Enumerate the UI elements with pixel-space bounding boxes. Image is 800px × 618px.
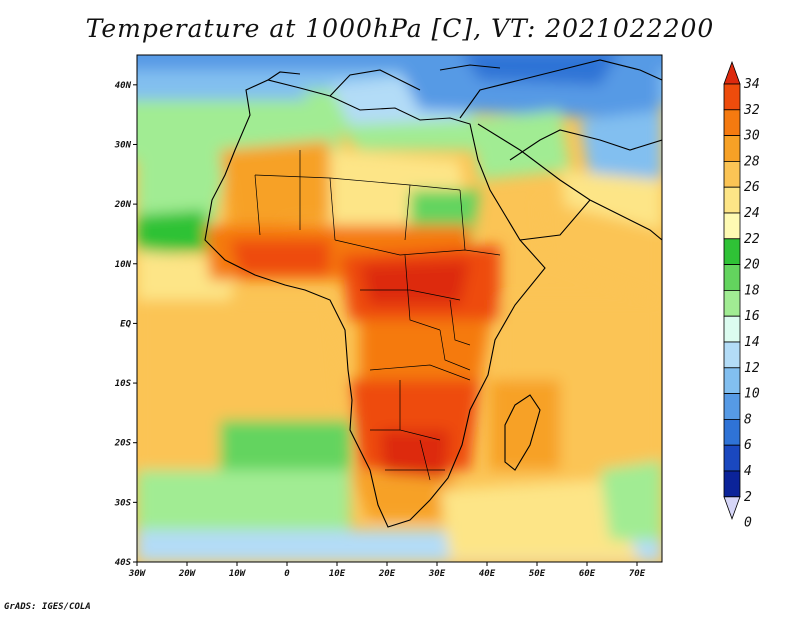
colorbar-swatch: [723, 367, 741, 394]
y-tick-label: 40N: [115, 81, 132, 91]
colorbar-label: 10: [744, 387, 760, 402]
y-tick-label: 10N: [115, 260, 132, 270]
y-tick-label: 30N: [114, 140, 132, 150]
y-tick-label: 20N: [114, 200, 132, 210]
x-tick-label: 60E: [579, 569, 596, 579]
colorbar-label: 0: [744, 516, 752, 531]
colorbar-swatch: [723, 212, 741, 240]
colorbar-label: 26: [744, 180, 760, 195]
colorbar-swatch: [723, 238, 741, 266]
x-tick-label: 10E: [329, 569, 346, 579]
colorbar-label: 22: [744, 232, 760, 247]
colorbar-label: 12: [744, 361, 760, 376]
x-tick-label: 50E: [529, 569, 546, 579]
colorbar-swatch: [723, 341, 741, 369]
colorbar-label: 30: [743, 129, 760, 144]
colorbar-swatch: [723, 315, 741, 343]
y-axis-ticks: 40N 30N 20N 10N EQ 10S 20S 30S 40S: [114, 81, 137, 568]
borders: [254, 150, 501, 481]
colorbar-swatch: [723, 83, 741, 111]
colorbar-label: 8: [744, 412, 752, 427]
colorbar-label: 2: [744, 490, 752, 505]
colorbar-swatch: [723, 470, 741, 498]
colorbar-swatch: [723, 418, 741, 446]
colorbar-swatch: [723, 444, 741, 472]
colorbar-swatch: [723, 135, 741, 162]
x-tick-label: 30E: [428, 569, 446, 579]
x-tick-label: 40E: [479, 569, 496, 579]
colorbar-swatch: [723, 264, 741, 291]
x-axis-ticks: 30W 20W 10W 0 10E 20E 30E 40E 50E 60E 70E: [128, 562, 646, 579]
colorbar-label: 28: [744, 154, 760, 169]
colorbar-label: 32: [743, 103, 760, 118]
colorbar-label: 6: [744, 438, 752, 453]
colorbar-swatch: [723, 186, 741, 214]
y-tick-label: 20S: [114, 439, 132, 449]
map-title: Temperature at 1000hPa [C], VT: 20210222…: [85, 14, 715, 43]
x-tick-label: 0: [284, 569, 290, 579]
x-tick-label: 30W: [128, 569, 147, 579]
y-tick-label: 40S: [115, 558, 132, 568]
x-tick-label: 70E: [629, 569, 646, 579]
y-tick-label: 30S: [114, 498, 132, 508]
colorbar-label: 18: [744, 283, 760, 298]
grads-credit: GrADS: IGES/COLA: [4, 602, 91, 612]
y-tick-label: EQ: [120, 319, 131, 329]
colorbar-top-arrow: [723, 60, 741, 85]
colorbar-label: 24: [744, 206, 760, 221]
map-frame: [136, 54, 663, 563]
colorbar-label: 16: [744, 309, 760, 324]
x-tick-label: 10W: [229, 569, 247, 579]
coastlines: [204, 59, 662, 528]
colorbar-swatch: [723, 289, 741, 317]
colorbar-label: 34: [743, 77, 760, 92]
colorbar-bottom-arrow: [723, 496, 741, 520]
colorbar-label: 20: [744, 258, 760, 273]
y-tick-label: 10S: [115, 379, 132, 389]
colorbar-swatch: [723, 393, 741, 420]
colorbar-label: 4: [744, 464, 752, 479]
colorbar-label: 14: [744, 335, 760, 350]
x-tick-label: 20W: [178, 569, 197, 579]
colorbar-swatch: [723, 160, 741, 188]
temperature-field: [137, 55, 662, 562]
colorbar-swatch: [723, 109, 741, 137]
x-tick-label: 20E: [378, 569, 396, 579]
